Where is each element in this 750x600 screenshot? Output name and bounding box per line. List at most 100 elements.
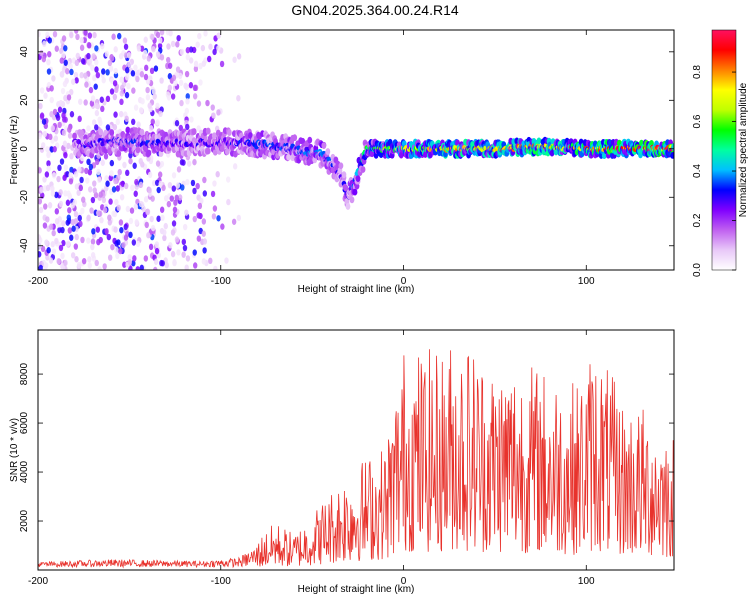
heatmap-cell — [185, 123, 190, 131]
heatmap-y-tick-label: -40 — [19, 238, 30, 253]
heatmap-cell — [154, 241, 160, 248]
heatmap-cell — [68, 172, 73, 179]
heatmap-cell — [133, 203, 139, 210]
heatmap-cell — [74, 183, 80, 190]
heatmap-cell — [231, 218, 237, 225]
colorbar-tick-label: 0.6 — [692, 114, 703, 128]
heatmap-cell — [170, 250, 176, 258]
heatmap-cell — [86, 158, 91, 166]
heatmap-cell — [93, 83, 98, 90]
heatmap-cell — [79, 72, 84, 79]
heatmap-cell — [52, 108, 58, 116]
heatmap-cell — [236, 53, 242, 60]
heatmap-cell — [145, 86, 150, 94]
heatmap-cell — [43, 262, 49, 269]
heatmap-cell — [172, 206, 178, 213]
heatmap-cell — [39, 146, 45, 153]
heatmap-cell — [65, 68, 70, 75]
colorbar-tick-label: 0.8 — [692, 65, 703, 79]
heatmap-cell — [67, 227, 73, 234]
heatmap-cell — [147, 187, 152, 194]
heatmap-cell — [134, 219, 139, 226]
heatmap-cell — [139, 128, 145, 136]
heatmap-cell — [131, 87, 136, 94]
heatmap-cell — [184, 107, 190, 115]
heatmap-cell — [215, 171, 220, 178]
heatmap-cell — [201, 230, 206, 237]
heatmap-cell — [162, 229, 167, 236]
heatmap-cell — [212, 180, 217, 187]
heatmap-cell — [69, 88, 74, 96]
heatmap-cell — [116, 239, 121, 246]
heatmap-cell — [181, 238, 187, 246]
snr-x-ticks: -200 -100 0 100 — [28, 330, 595, 587]
heatmap-cell — [57, 164, 62, 172]
heatmap-cell — [75, 52, 80, 60]
heatmap-cell — [352, 188, 358, 196]
heatmap-cell — [40, 245, 46, 252]
heatmap-cell — [161, 184, 166, 192]
heatmap-cell — [178, 79, 184, 86]
heatmap-cell — [91, 119, 97, 126]
heatmap-cell — [56, 175, 61, 183]
heatmap-cell — [74, 77, 79, 84]
heatmap-cell — [97, 210, 103, 217]
heatmap-cell — [109, 55, 115, 62]
heatmap-cell — [192, 84, 198, 92]
heatmap-cell — [159, 206, 165, 213]
heatmap-cell — [177, 194, 183, 201]
heatmap-cell — [125, 169, 130, 177]
heatmap-cell — [169, 195, 174, 202]
heatmap-cell — [80, 58, 86, 65]
heatmap-cell — [138, 107, 144, 114]
heatmap-cell — [80, 207, 85, 215]
heatmap-cell — [100, 105, 105, 113]
heatmap-cell — [44, 239, 49, 246]
heatmap-cell — [192, 158, 197, 166]
heatmap-cell — [181, 251, 186, 258]
heatmap-cell — [132, 162, 137, 169]
heatmap-cell — [174, 236, 180, 243]
heatmap-cell — [92, 74, 97, 82]
heatmap-cell — [51, 75, 56, 82]
heatmap-cell — [154, 179, 160, 186]
heatmap-cell — [114, 246, 119, 254]
heatmap-cell — [174, 194, 179, 202]
heatmap-cell — [59, 71, 65, 78]
heatmap-cell — [88, 163, 94, 171]
heatmap-cell — [59, 158, 65, 165]
heatmap-cell — [127, 258, 133, 266]
heatmap-cell — [125, 126, 131, 134]
heatmap-cell — [133, 64, 138, 71]
heatmap-cell — [87, 168, 93, 176]
heatmap-cell — [193, 262, 198, 269]
heatmap-cell — [155, 119, 160, 126]
heatmap-cell — [151, 45, 156, 53]
snr-y-tick-label: 8000 — [19, 363, 30, 386]
heatmap-cell — [49, 96, 54, 104]
heatmap-cell — [147, 102, 152, 109]
figure-title: GN04.2025.364.00.24.R14 — [291, 2, 459, 18]
heatmap-cell — [39, 49, 44, 57]
heatmap-cell — [94, 109, 100, 117]
heatmap-cell — [138, 200, 144, 208]
heatmap-cell — [343, 184, 349, 192]
heatmap-cell — [67, 126, 72, 133]
heatmap-cell — [196, 212, 201, 219]
snr-y-axis-label: SNR (10 * v/v) — [9, 418, 20, 482]
heatmap-cell — [210, 190, 216, 198]
heatmap-cell — [80, 236, 85, 244]
heatmap-cell — [74, 233, 79, 241]
heatmap-cell — [134, 178, 139, 186]
heatmap-cell — [84, 167, 89, 175]
heatmap-cell — [139, 71, 145, 78]
heatmap-cell — [152, 93, 157, 100]
heatmap-cell — [100, 159, 105, 166]
heatmap-cell — [119, 98, 124, 106]
heatmap-cell — [162, 234, 167, 242]
heatmap-cell — [198, 79, 203, 86]
snr-x-tick-label: -100 — [211, 576, 231, 587]
heatmap-cell — [670, 152, 674, 159]
heatmap-cell — [119, 84, 125, 92]
